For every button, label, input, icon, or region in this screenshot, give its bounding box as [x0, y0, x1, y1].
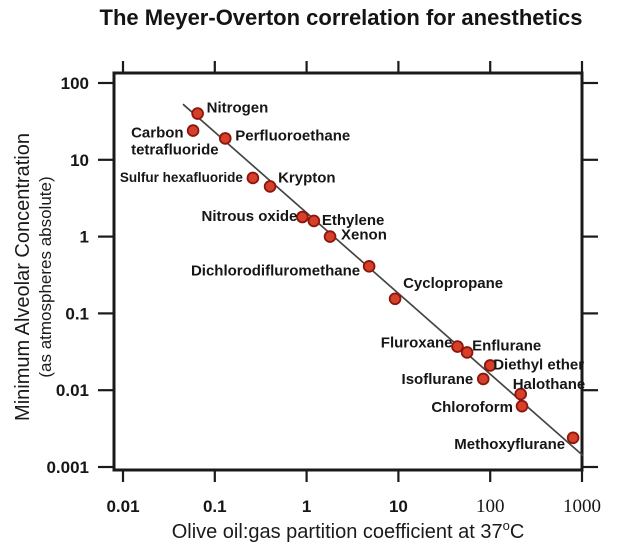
point-labels-group: Nitrogen Carbon tetrafluoride Perfluoroetha…: [120, 100, 585, 453]
chart-title: The Meyer-Overton correlation for anesth…: [99, 5, 583, 30]
point-label-nitrous-oxide: Nitrous oxide: [202, 208, 298, 225]
point-label-dichlorodifluromethane: Dichlorodifluromethane: [191, 262, 360, 279]
point-label-methoxyflurane: Methoxyflurane: [454, 436, 565, 453]
point-label-cyclopropane: Cyclopropane: [403, 275, 503, 292]
tick-labels-group: 0.01 0.1 1 10 100 1000 100 10 1 0.1 0.01 0.001: [46, 74, 601, 517]
point-label-enflurane: Enflurane: [472, 337, 541, 354]
data-point-halothane: [514, 387, 528, 401]
point-label-ethylene: Ethylene: [322, 212, 385, 229]
data-point-krypton: [263, 180, 277, 193]
data-point-nitrogen: [191, 107, 204, 120]
point-label-krypton: Krypton: [278, 169, 336, 186]
data-point-fluroxane: [451, 340, 464, 353]
plot-frame: [112, 71, 584, 472]
data-point-cyclopropane: [388, 292, 402, 306]
x-tick-label-100: 100: [476, 496, 505, 517]
y-tick-label-0-001: 0.001: [46, 458, 89, 477]
data-point-ethylene: [307, 214, 321, 228]
data-point-carbon-tetrafluoride: [186, 124, 200, 137]
y-axis-title-line1: Minimum Alveolar Concentration: [12, 133, 34, 421]
point-label-perfluoroethane: Perfluoroethane: [235, 127, 350, 144]
y-tick-label-1: 1: [80, 228, 89, 247]
point-label-chloroform: Chloroform: [431, 399, 513, 416]
data-point-xenon: [323, 230, 337, 243]
data-point-enflurane: [460, 346, 474, 359]
point-label-carbon-tetrafluoride: Carbon tetrafluoride: [131, 125, 219, 159]
x-tick-label-1: 1: [302, 497, 311, 516]
data-point-dichlorodifluromethane: [362, 260, 376, 273]
y-tick-label-0-01: 0.01: [56, 381, 89, 400]
y-tick-label-0-1: 0.1: [65, 304, 89, 323]
x-tick-label-0-1: 0.1: [203, 497, 227, 516]
data-points-group: [186, 107, 580, 445]
data-point-perfluoroethane: [218, 132, 232, 145]
y-tick-label-100: 100: [61, 74, 89, 93]
x-tick-label-10: 10: [389, 497, 408, 516]
data-point-diethyl-ether: [483, 359, 497, 372]
data-point-sulfur-hexafluoride: [246, 171, 260, 185]
point-label-nitrogen: Nitrogen: [207, 100, 269, 117]
data-point-isoflurane: [476, 372, 490, 386]
point-label-sulfur-hexafluoride: Sulfur hexafluoride: [120, 170, 244, 185]
axis-ticks: [98, 61, 598, 482]
point-label-diethyl-ether: Diethyl ether: [493, 356, 584, 373]
x-axis-title: Olive oil:gas partition coefficient at 3…: [172, 518, 525, 543]
y-axis-title-line2: (as atmospheres absolute): [36, 176, 55, 377]
data-point-methoxyflurane: [566, 431, 580, 445]
x-tick-label-1000: 1000: [563, 496, 601, 517]
x-tick-label-0-01: 0.01: [106, 497, 139, 516]
y-tick-label-10: 10: [70, 151, 89, 170]
data-point-chloroform: [515, 399, 529, 413]
point-label-fluroxane: Fluroxane: [381, 335, 453, 352]
point-label-xenon: Xenon: [341, 227, 387, 244]
point-label-isoflurane: Isoflurane: [402, 371, 474, 388]
data-point-nitrous-oxide: [296, 210, 309, 224]
point-label-halothane: Halothane: [513, 376, 586, 393]
